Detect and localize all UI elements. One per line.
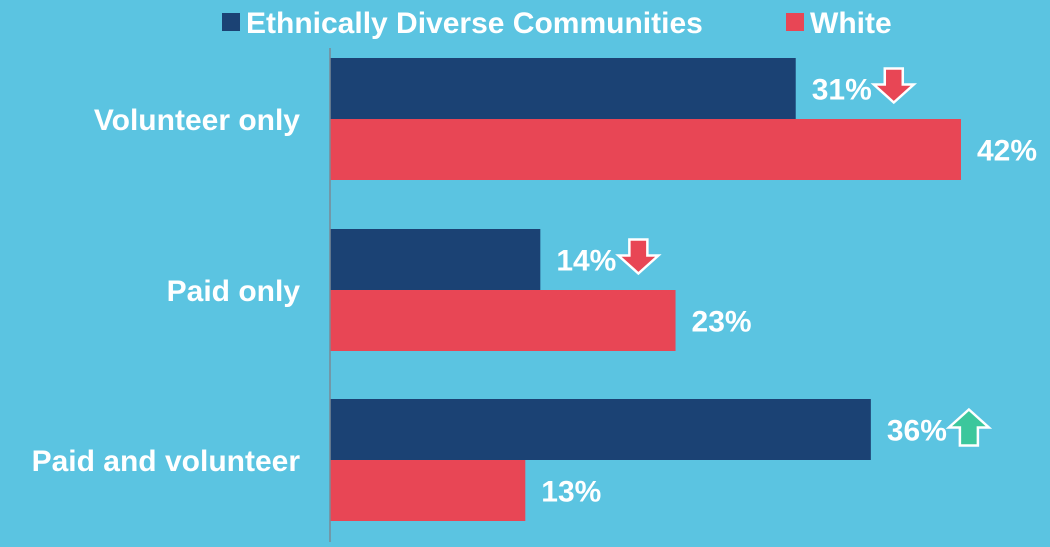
legend-swatch-white xyxy=(786,13,804,31)
category-label-paid-and-volunteer: Paid and volunteer xyxy=(32,445,301,478)
category-label-volunteer-only: Volunteer only xyxy=(94,104,300,137)
bar-volunteer-only-ethnically-diverse-communities xyxy=(330,58,796,119)
bar-volunteer-only-white xyxy=(330,119,961,180)
value-label-volunteer-only-white: 42% xyxy=(977,135,1037,168)
arrow-up-icon xyxy=(945,407,993,447)
bars xyxy=(330,58,961,521)
category-label-paid-only: Paid only xyxy=(167,275,301,308)
category-labels: Volunteer only Paid only Paid and voluntee… xyxy=(32,104,301,478)
legend-label-ethnically-diverse-communities: Ethnically Diverse Communities xyxy=(246,7,703,40)
value-label-paid-only-white: 23% xyxy=(692,306,752,339)
value-label-volunteer-only-ethnically-diverse-communities: 31% xyxy=(812,74,872,107)
value-labels: 31% 42% 14% 23% 36% 13% xyxy=(541,74,1037,509)
bar-paid-and-volunteer-ethnically-diverse-communities xyxy=(330,399,871,460)
bar-paid-only-white xyxy=(330,290,676,351)
value-label-paid-and-volunteer-ethnically-diverse-communities: 36% xyxy=(887,415,947,448)
legend: Ethnically Diverse Communities White xyxy=(222,7,892,40)
trend-indicators xyxy=(615,67,993,447)
value-label-paid-and-volunteer-white: 13% xyxy=(541,476,601,509)
value-label-paid-only-ethnically-diverse-communities: 14% xyxy=(556,245,616,278)
arrow-down-icon xyxy=(615,238,662,276)
legend-label-white: White xyxy=(810,7,892,40)
arrow-down-icon xyxy=(870,67,918,105)
bar-paid-only-ethnically-diverse-communities xyxy=(330,229,541,290)
legend-swatch-ethnically-diverse-communities xyxy=(222,13,240,31)
bar-paid-and-volunteer-white xyxy=(330,460,526,521)
